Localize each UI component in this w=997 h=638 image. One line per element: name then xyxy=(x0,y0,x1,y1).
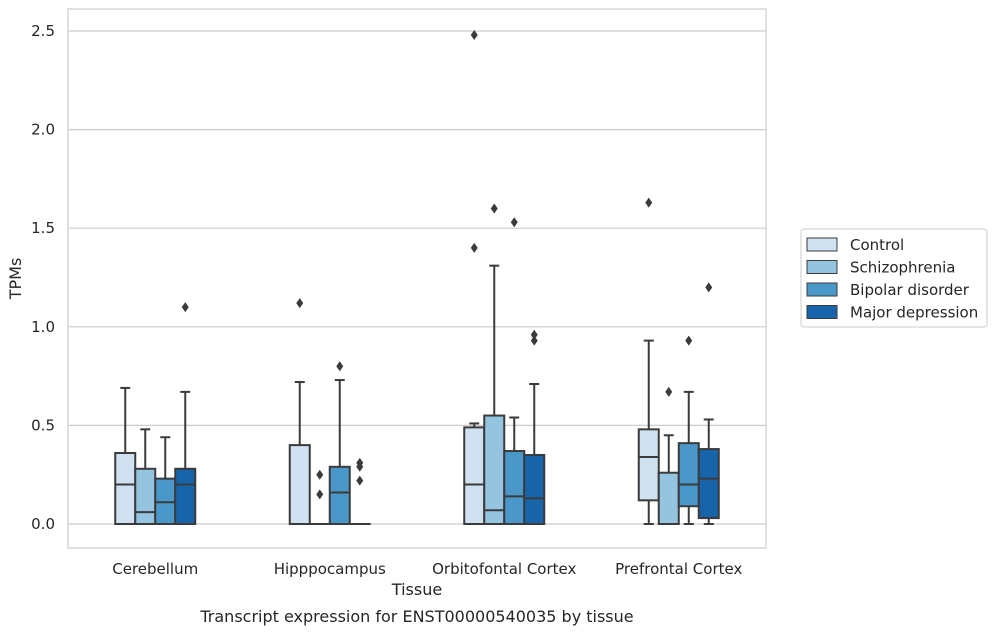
x-axis-title: Tissue xyxy=(391,580,442,599)
x-tick-label: Orbitofontal Cortex xyxy=(432,560,576,578)
box-iqr xyxy=(484,416,504,524)
y-tick-labels: 0.0 0.5 1.0 1.5 2.0 2.5 xyxy=(31,22,55,533)
box-major-depression xyxy=(524,330,544,524)
box-groups xyxy=(115,30,719,524)
box-bipolar-disorder xyxy=(679,336,699,524)
y-tick-label: 1.5 xyxy=(31,219,55,237)
legend-label-schizophrenia: Schizophrenia xyxy=(850,259,955,277)
box-schizophrenia xyxy=(310,470,330,524)
box-iqr xyxy=(679,443,699,506)
outlier-point xyxy=(665,387,672,397)
box-schizophrenia xyxy=(484,203,504,524)
box-iqr xyxy=(464,427,484,524)
box-control xyxy=(115,388,135,524)
outlier-point xyxy=(705,282,712,292)
box-iqr xyxy=(330,467,350,524)
y-axis-title: TPMs xyxy=(6,258,25,301)
box-iqr xyxy=(639,429,659,500)
x-tick-labels: Cerebellum Hipppocampus Orbitofontal Corte… xyxy=(112,560,742,578)
legend-label-bipolar-disorder: Bipolar disorder xyxy=(850,281,970,299)
y-tick-label: 0.0 xyxy=(31,515,55,533)
box-control xyxy=(639,198,659,524)
box-schizophrenia xyxy=(659,387,679,524)
outlier-point xyxy=(471,243,478,253)
outlier-point xyxy=(296,298,303,308)
box-control xyxy=(464,30,484,524)
legend-label-control: Control xyxy=(850,236,904,254)
y-tick-label: 1.0 xyxy=(31,318,55,336)
y-tick-label: 0.5 xyxy=(31,416,55,434)
legend-swatch-bipolar-disorder xyxy=(807,283,837,296)
outlier-point xyxy=(531,330,538,340)
plot-area-frame xyxy=(68,9,766,548)
box-iqr xyxy=(290,445,310,524)
outlier-point xyxy=(316,489,323,499)
box-bipolar-disorder xyxy=(504,217,524,524)
box-control xyxy=(290,298,310,524)
legend: Control Schizophrenia Bipolar disorder Majo… xyxy=(801,229,987,327)
outlier-point xyxy=(182,302,189,312)
outlier-point xyxy=(336,361,343,371)
outlier-point xyxy=(491,203,498,213)
y-tick-label: 2.0 xyxy=(31,121,55,139)
figure-caption: Transcript expression for ENST0000054003… xyxy=(199,607,633,626)
box-iqr xyxy=(659,473,679,524)
box-major-depression xyxy=(350,458,370,524)
box-iqr xyxy=(699,449,719,518)
legend-swatch-major-depression xyxy=(807,306,837,319)
outlier-point xyxy=(356,476,363,486)
box-iqr xyxy=(504,451,524,524)
grid-lines xyxy=(68,31,766,524)
x-tick-label: Cerebellum xyxy=(112,560,198,578)
outlier-point xyxy=(316,470,323,480)
box-iqr xyxy=(135,469,155,524)
box-iqr xyxy=(175,469,195,524)
x-tick-label: Hipppocampus xyxy=(274,560,386,578)
x-tick-label: Prefrontal Cortex xyxy=(615,560,742,578)
legend-swatch-control xyxy=(807,238,837,251)
box-iqr xyxy=(115,453,135,524)
box-iqr xyxy=(524,455,544,524)
outlier-point xyxy=(645,198,652,208)
box-major-depression xyxy=(175,302,195,524)
outlier-point xyxy=(685,336,692,346)
box-bipolar-disorder xyxy=(155,437,175,524)
box-schizophrenia xyxy=(135,429,155,524)
legend-swatch-schizophrenia xyxy=(807,261,837,274)
y-tick-label: 2.5 xyxy=(31,22,55,40)
legend-label-major-depression: Major depression xyxy=(850,304,978,322)
box-major-depression xyxy=(699,282,719,524)
outlier-point xyxy=(511,217,518,227)
box-bipolar-disorder xyxy=(330,361,350,524)
